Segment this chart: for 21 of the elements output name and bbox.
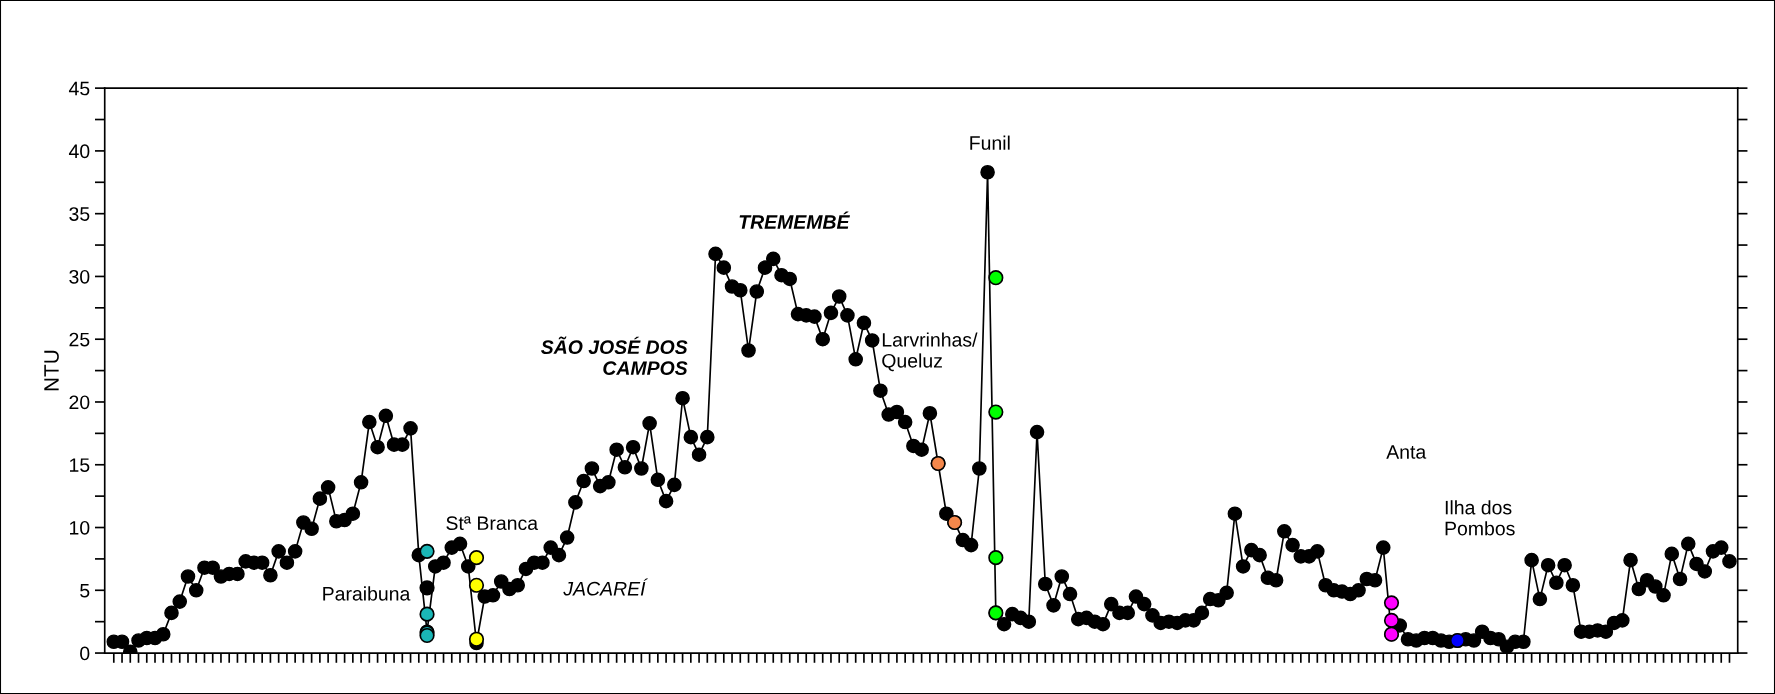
y-axis-title: NTU — [44, 350, 59, 391]
y-tick-label: 20 — [69, 395, 90, 410]
y-tick-label: 35 — [69, 207, 90, 221]
annotation: Funil — [970, 135, 1010, 150]
annotation: Ilha dos Pombos — [1445, 500, 1515, 536]
y-tick-label: 5 — [80, 583, 90, 598]
annotation: TREMEMBÉ — [739, 211, 850, 229]
y-tick-label: 15 — [70, 458, 90, 472]
annotation: Larvrinhas/ Queluz — [882, 332, 978, 372]
annotation: Stª Branca — [446, 516, 539, 531]
point — [419, 580, 435, 596]
y-tick-label: 40 — [68, 144, 90, 159]
y-tick-label: 45 — [68, 81, 90, 96]
annotation: Anta — [1386, 445, 1427, 459]
annotation: SÃO JOSÉ DOS CAMPOS — [540, 336, 688, 375]
annotation: Paraibuna — [323, 586, 411, 601]
y-tick-label: 25 — [69, 332, 90, 347]
annotation: JACAREÍ — [563, 578, 649, 596]
y-tick-label: 30 — [69, 269, 90, 284]
y-tick-label: 10 — [70, 520, 90, 535]
y-tick-label: 0 — [80, 646, 90, 661]
